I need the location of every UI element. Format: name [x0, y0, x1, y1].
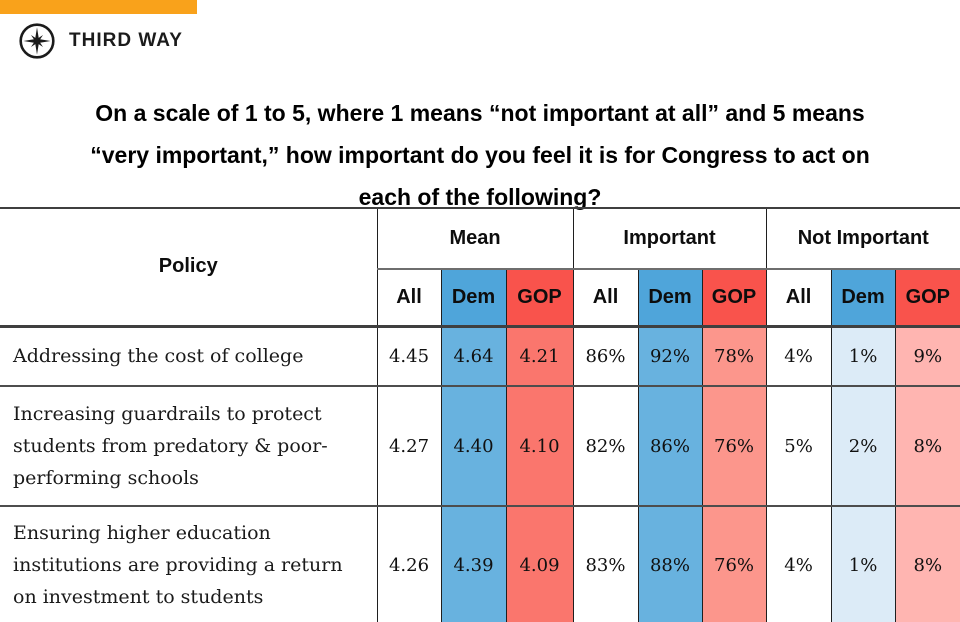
mean-all-cell: 4.45	[377, 324, 442, 386]
policy-column-header: Policy	[0, 207, 378, 326]
compass-star-icon	[17, 21, 57, 61]
question-title-line-1: On a scale of 1 to 5, where 1 means “not…	[95, 100, 865, 126]
subheader-not-important-gop: GOP	[895, 268, 960, 326]
group-header-mean: Mean	[377, 207, 574, 269]
important-all-cell: 82%	[573, 385, 639, 506]
subheader-mean-gop: GOP	[506, 268, 574, 326]
mean-gop-cell: 4.10	[506, 385, 574, 506]
table-row: Increasing guardrails to protect student…	[0, 385, 960, 506]
important-all-cell: 86%	[573, 324, 639, 386]
policy-text: Increasing guardrails to protect student…	[13, 403, 328, 489]
mean-dem-cell: 4.64	[441, 324, 507, 386]
group-header-important: Important	[573, 207, 767, 269]
question-title-line-2: “very important,” how important do you f…	[90, 142, 870, 168]
important-dem-cell: 86%	[638, 385, 703, 506]
important-all-cell: 83%	[573, 505, 639, 622]
not-important-dem-cell: 2%	[831, 385, 896, 506]
not-important-gop-cell: 9%	[895, 324, 960, 386]
group-header-not-important: Not Important	[766, 207, 960, 269]
subheader-not-important-dem: Dem	[831, 268, 896, 326]
table-row: Addressing the cost of college 4.45 4.64…	[0, 324, 960, 386]
important-gop-cell: 78%	[702, 324, 767, 386]
question-title: On a scale of 1 to 5, where 1 means “not…	[0, 92, 960, 218]
subheader-not-important-all: All	[766, 268, 832, 326]
important-gop-cell: 76%	[702, 505, 767, 622]
brand-header: THIRD WAY	[17, 21, 183, 61]
not-important-dem-cell: 1%	[831, 505, 896, 622]
question-title-line-3: each of the following?	[358, 184, 602, 210]
mean-all-cell: 4.26	[377, 505, 442, 622]
subheader-mean-dem: Dem	[441, 268, 507, 326]
policy-text: Ensuring higher education institutions a…	[13, 522, 343, 608]
not-important-all-cell: 4%	[766, 505, 832, 622]
policy-cell: Ensuring higher education institutions a…	[0, 505, 378, 622]
important-dem-cell: 92%	[638, 324, 703, 386]
subheader-important-dem: Dem	[638, 268, 703, 326]
survey-results-table: Policy Mean Important Not Important All …	[0, 207, 960, 622]
not-important-dem-cell: 1%	[831, 324, 896, 386]
not-important-all-cell: 5%	[766, 385, 832, 506]
table-row: Ensuring higher education institutions a…	[0, 505, 960, 622]
mean-gop-cell: 4.09	[506, 505, 574, 622]
policy-cell: Increasing guardrails to protect student…	[0, 385, 378, 506]
mean-dem-cell: 4.39	[441, 505, 507, 622]
not-important-all-cell: 4%	[766, 324, 832, 386]
not-important-gop-cell: 8%	[895, 385, 960, 506]
subheader-important-gop: GOP	[702, 268, 767, 326]
brand-name: THIRD WAY	[69, 30, 183, 51]
important-dem-cell: 88%	[638, 505, 703, 622]
mean-all-cell: 4.27	[377, 385, 442, 506]
brand-accent-bar	[0, 0, 197, 14]
policy-text: Addressing the cost of college	[13, 345, 304, 368]
mean-gop-cell: 4.21	[506, 324, 574, 386]
policy-cell: Addressing the cost of college	[0, 324, 378, 386]
important-gop-cell: 76%	[702, 385, 767, 506]
subheader-important-all: All	[573, 268, 639, 326]
mean-dem-cell: 4.40	[441, 385, 507, 506]
not-important-gop-cell: 8%	[895, 505, 960, 622]
subheader-mean-all: All	[377, 268, 442, 326]
